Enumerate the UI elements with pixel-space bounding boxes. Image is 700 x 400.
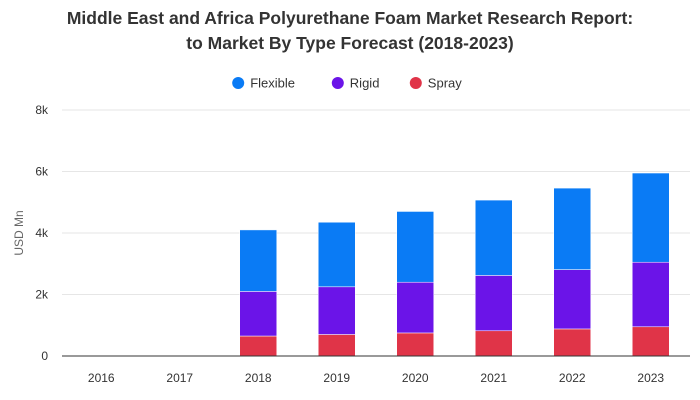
bar-spray-2021 [475, 330, 513, 357]
y-tick-label: 8k [35, 103, 49, 117]
legend-marker-flexible [232, 77, 245, 89]
bar-rigid-2022 [553, 269, 591, 330]
x-tick-label: 2017 [166, 371, 193, 385]
bar-rigid-2018 [239, 291, 277, 337]
bar-rigid-2019 [318, 286, 356, 335]
axes: 0 2k 4k 6k 8k USD Mn 2016 2017 2018 2019 2020 2021 2… [12, 103, 690, 385]
legend-marker-spray [409, 77, 422, 89]
legend-marker-rigid [331, 77, 344, 89]
x-tick-label: 2019 [323, 371, 350, 385]
legend-label-flexible: Flexible [250, 76, 295, 91]
chart-title-line-1: Middle East and Africa Polyurethane Foam… [66, 8, 634, 28]
bar-spray-2019 [318, 334, 356, 357]
y-tick-label: 0 [41, 349, 48, 363]
bar-rigid-2023 [632, 261, 670, 328]
x-tick-label: 2018 [245, 371, 272, 385]
bar-rigid-2020 [396, 281, 434, 334]
grid-lines [62, 109, 690, 295]
bar-spray-2023 [632, 326, 670, 357]
y-tick-label: 4k [35, 226, 49, 240]
bar-flexible-2020 [396, 211, 434, 283]
bars [239, 172, 670, 357]
bar-flexible-2021 [475, 199, 513, 276]
bar-flexible-2018 [239, 229, 277, 292]
x-tick-label: 2021 [480, 371, 507, 385]
x-tick-label: 2023 [637, 371, 664, 385]
y-axis-label: USD Mn [12, 210, 26, 255]
bar-spray-2022 [553, 328, 591, 357]
x-tick-label: 2016 [88, 371, 115, 385]
x-tick-label: 2022 [559, 371, 586, 385]
y-tick-label: 6k [35, 165, 49, 179]
legend-label-rigid: Rigid [350, 76, 380, 91]
bar-spray-2020 [396, 332, 434, 357]
bar-flexible-2022 [553, 187, 591, 270]
bar-rigid-2021 [475, 275, 513, 332]
y-tick-label: 2k [35, 288, 49, 302]
bar-flexible-2023 [632, 172, 670, 263]
bar-spray-2018 [239, 335, 277, 357]
chart-title-line-2: to Market By Type Forecast (2018-2023) [186, 33, 514, 53]
x-tick-label: 2020 [402, 371, 429, 385]
legend: Flexible Rigid Spray [232, 76, 462, 91]
bar-flexible-2019 [318, 221, 356, 288]
legend-label-spray: Spray [428, 76, 462, 91]
